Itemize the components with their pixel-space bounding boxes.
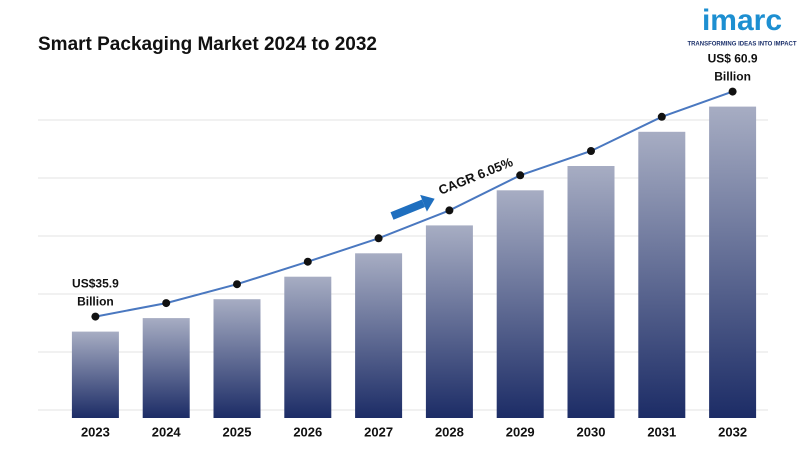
trend-point <box>728 87 737 96</box>
bar <box>284 276 332 418</box>
value-label-line: Billion <box>714 70 751 84</box>
x-tick-label: 2030 <box>577 424 606 439</box>
x-tick-label: 2031 <box>647 424 676 439</box>
value-label: US$ 60.9 Billion <box>708 52 758 84</box>
value-label: US$35.9 Billion <box>72 277 119 309</box>
x-tick-label: 2029 <box>506 424 535 439</box>
value-label-line: Billion <box>77 295 114 309</box>
chart-title: Smart Packaging Market 2024 to 2032 <box>38 34 377 55</box>
trend-point <box>374 234 383 243</box>
trend-point <box>587 147 595 155</box>
cagr-arrow <box>390 194 435 220</box>
bar <box>496 190 544 418</box>
x-tick-label: 2026 <box>293 424 322 439</box>
trend-line <box>95 90 733 318</box>
trend-point <box>233 280 241 289</box>
logo-tagline: TRANSFORMING IDEAS INTO IMPACT <box>687 42 796 48</box>
trend-point <box>91 312 100 321</box>
value-label-line: US$35.9 <box>72 277 119 291</box>
x-tick-label: 2028 <box>435 424 464 439</box>
trend-point <box>303 257 312 266</box>
value-label-line: US$ 60.9 <box>708 52 758 66</box>
bar <box>355 253 403 418</box>
bar <box>142 318 190 418</box>
bar <box>567 166 615 418</box>
trend-point <box>516 171 525 180</box>
trend-point <box>162 299 171 308</box>
x-tick-label: 2023 <box>81 424 110 439</box>
x-tick-label: 2024 <box>152 424 182 439</box>
x-tick-label: 2027 <box>364 424 393 439</box>
bar <box>213 299 261 418</box>
x-tick-label: 2032 <box>718 424 747 439</box>
bar <box>709 106 757 418</box>
trend-point <box>657 112 666 121</box>
bar <box>425 225 473 418</box>
x-tick-label: 2025 <box>223 424 252 439</box>
bar <box>638 131 686 419</box>
trend-point <box>445 206 454 215</box>
bar <box>71 331 119 418</box>
logo-name: imarc <box>702 4 782 37</box>
